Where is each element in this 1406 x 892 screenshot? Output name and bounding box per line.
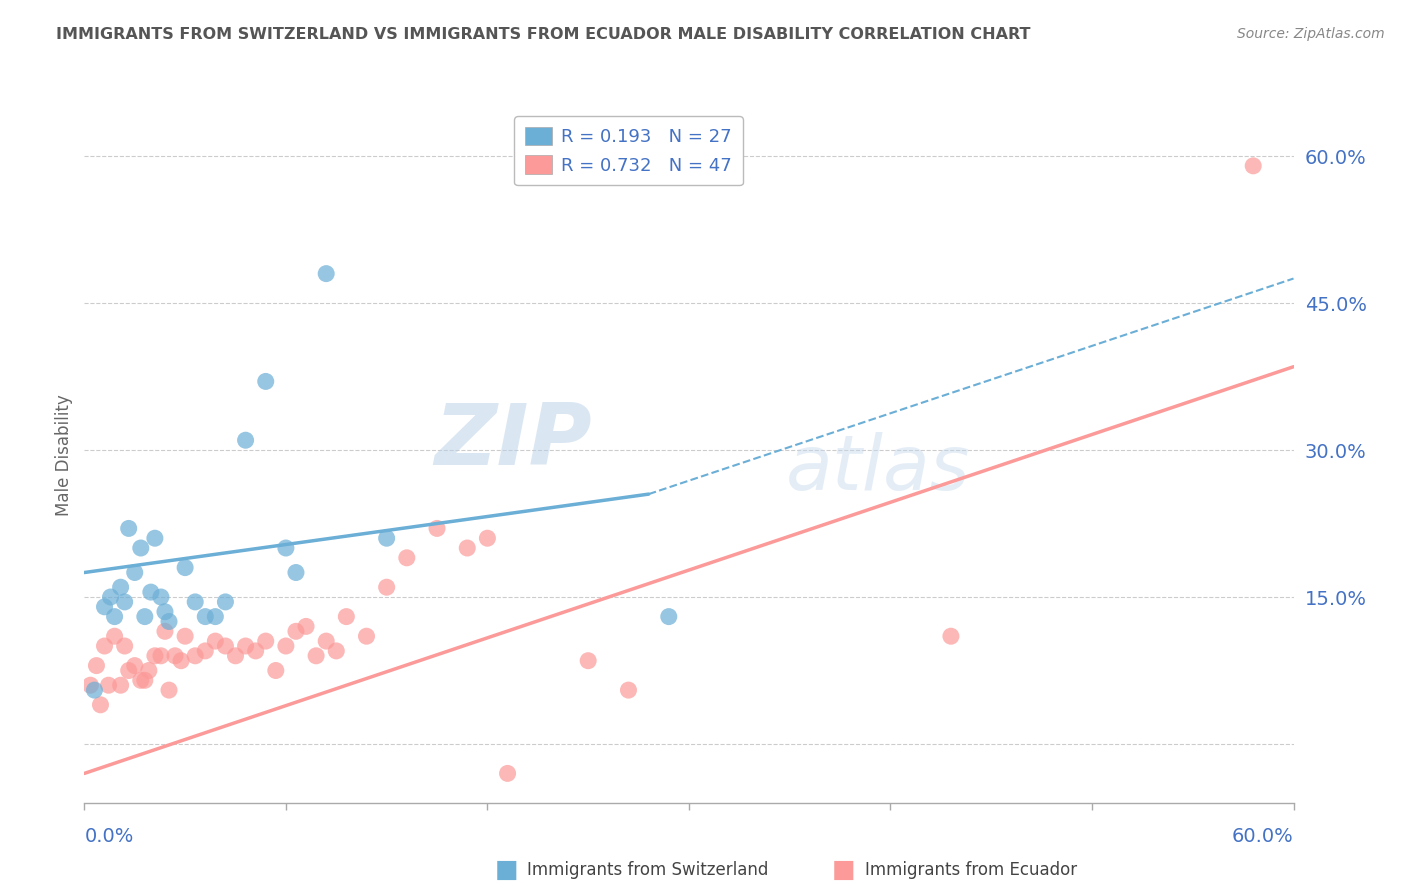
Point [496, 766, 519, 780]
Text: ■: ■ [495, 858, 517, 881]
Text: ZIP: ZIP [434, 400, 592, 483]
Point [139, 585, 162, 599]
Text: Immigrants from Switzerland: Immigrants from Switzerland [527, 861, 769, 879]
Point [138, 664, 160, 678]
Point [225, 648, 247, 663]
Point [375, 580, 398, 594]
Y-axis label: Male Disability: Male Disability [55, 394, 73, 516]
Point [617, 683, 640, 698]
Point [118, 521, 141, 535]
Text: 0.0%: 0.0% [84, 827, 134, 847]
Point [204, 634, 226, 648]
Point [110, 580, 132, 594]
Point [214, 639, 236, 653]
Point [165, 648, 187, 663]
Point [129, 541, 152, 555]
Point [143, 531, 166, 545]
Point [204, 609, 226, 624]
Point [939, 629, 962, 643]
Text: atlas: atlas [786, 432, 970, 506]
Point [477, 531, 499, 545]
Point [124, 658, 146, 673]
Point [149, 648, 172, 663]
Point [305, 648, 328, 663]
Point [86, 658, 108, 673]
Text: IMMIGRANTS FROM SWITZERLAND VS IMMIGRANTS FROM ECUADOR MALE DISABILITY CORRELATI: IMMIGRANTS FROM SWITZERLAND VS IMMIGRANT… [56, 27, 1031, 42]
Point [395, 550, 418, 565]
Point [284, 624, 308, 639]
Point [194, 609, 217, 624]
Point [274, 639, 297, 653]
Point [194, 644, 217, 658]
Text: ■: ■ [832, 858, 855, 881]
Point [110, 678, 132, 692]
Point [375, 531, 398, 545]
Point [426, 521, 449, 535]
Point [170, 654, 193, 668]
Point [235, 639, 257, 653]
Point [143, 648, 166, 663]
Point [214, 595, 236, 609]
Point [254, 634, 277, 648]
Point [118, 664, 141, 678]
Point [104, 609, 127, 624]
Point [274, 541, 297, 555]
Point [315, 267, 337, 281]
Point [100, 590, 122, 604]
Point [245, 644, 267, 658]
Point [264, 664, 287, 678]
Point [129, 673, 152, 688]
Text: Source: ZipAtlas.com: Source: ZipAtlas.com [1237, 27, 1385, 41]
Text: Immigrants from Ecuador: Immigrants from Ecuador [865, 861, 1077, 879]
Legend: R = 0.193   N = 27, R = 0.732   N = 47: R = 0.193 N = 27, R = 0.732 N = 47 [515, 116, 742, 186]
Point [184, 648, 207, 663]
Point [235, 434, 257, 448]
Point [1241, 159, 1264, 173]
Point [93, 639, 115, 653]
Point [356, 629, 378, 643]
Point [576, 654, 599, 668]
Point [153, 624, 176, 639]
Point [149, 590, 172, 604]
Point [456, 541, 478, 555]
Point [335, 609, 357, 624]
Point [89, 698, 111, 712]
Point [157, 615, 180, 629]
Text: 60.0%: 60.0% [1232, 827, 1294, 847]
Point [134, 609, 156, 624]
Point [284, 566, 308, 580]
Point [104, 629, 127, 643]
Point [79, 678, 101, 692]
Point [174, 629, 197, 643]
Point [134, 673, 156, 688]
Point [114, 639, 136, 653]
Point [93, 599, 115, 614]
Point [254, 375, 277, 389]
Point [325, 644, 347, 658]
Point [295, 619, 318, 633]
Point [153, 605, 176, 619]
Point [124, 566, 146, 580]
Point [658, 609, 681, 624]
Point [315, 634, 337, 648]
Point [114, 595, 136, 609]
Point [184, 595, 207, 609]
Point [157, 683, 180, 698]
Point [97, 678, 120, 692]
Point [174, 560, 197, 574]
Point [83, 683, 105, 698]
